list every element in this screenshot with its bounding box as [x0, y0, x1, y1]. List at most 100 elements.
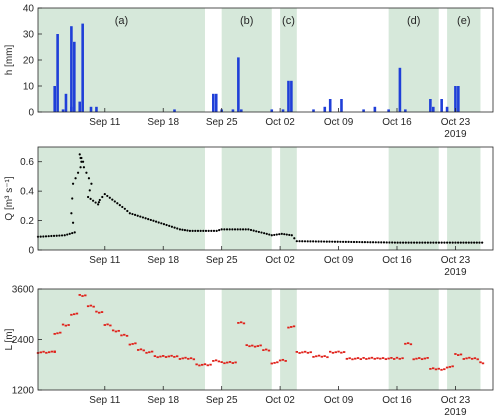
length-point: [259, 344, 262, 347]
discharge-point: [94, 201, 97, 204]
discharge-point: [355, 240, 358, 244]
discharge-point: [328, 240, 331, 243]
discharge-point: [50, 234, 53, 238]
length-point: [203, 363, 207, 366]
discharge-point: [247, 228, 250, 231]
length-point: [39, 351, 42, 354]
length-point: [404, 342, 407, 345]
rain-bar: [457, 86, 460, 112]
discharge-point: [293, 237, 296, 240]
shaded-period: [388, 289, 439, 390]
length-point: [479, 361, 482, 364]
length-point: [75, 312, 79, 315]
rain-bar: [270, 109, 274, 112]
length-point: [156, 356, 159, 359]
discharge-point: [363, 241, 367, 244]
discharge-point: [42, 235, 45, 238]
length-point: [162, 355, 165, 357]
discharge-point: [133, 213, 137, 216]
length-point: [195, 363, 198, 366]
length-point: [365, 358, 368, 360]
length-point: [384, 358, 388, 361]
discharge-point: [249, 228, 253, 232]
period-label: (c): [282, 15, 295, 27]
length-point: [362, 357, 365, 359]
y-axis-label: h [mm]: [4, 45, 15, 76]
discharge-point: [401, 241, 405, 244]
discharge-point: [382, 241, 386, 244]
rain-bar: [56, 34, 59, 112]
length-point: [184, 356, 187, 359]
discharge-point: [374, 241, 377, 244]
period-label: (e): [457, 15, 470, 27]
discharge-point: [465, 241, 468, 244]
discharge-point: [139, 215, 142, 218]
rain-bar: [440, 99, 443, 112]
length-point: [448, 366, 452, 368]
discharge-point: [366, 241, 369, 244]
discharge-point: [70, 212, 73, 215]
discharge-point: [391, 241, 394, 244]
length-point: [173, 355, 176, 358]
length-point: [370, 356, 374, 359]
length-point: [320, 355, 324, 358]
length-point: [164, 356, 168, 358]
x-tick-label: Oct 09: [324, 255, 354, 266]
x-tick-label: Sep 18: [147, 255, 179, 266]
discharge-point: [68, 232, 71, 235]
discharge-point: [87, 177, 91, 180]
length-point: [326, 356, 329, 359]
discharge-point: [126, 209, 129, 213]
length-point: [100, 311, 104, 313]
discharge-point: [39, 235, 42, 238]
rain-bar: [398, 67, 402, 112]
length-point: [231, 362, 235, 364]
discharge-point: [210, 229, 213, 232]
discharge-point: [241, 228, 245, 231]
discharge-point: [454, 241, 457, 244]
discharge-point: [298, 240, 301, 243]
discharge-point: [113, 200, 116, 203]
x-tick-label: Oct 16: [382, 395, 412, 406]
discharge-point: [268, 233, 271, 236]
discharge-point: [196, 229, 200, 232]
discharge-point: [283, 233, 286, 236]
discharge-point: [317, 240, 320, 243]
discharge-point: [147, 218, 150, 221]
discharge-point: [399, 241, 402, 244]
discharge-point: [462, 241, 465, 244]
discharge-point: [71, 231, 74, 235]
length-point: [123, 333, 126, 336]
discharge-point: [333, 240, 337, 243]
discharge-point: [331, 240, 334, 243]
rain-bar: [231, 109, 235, 112]
rain-bar: [362, 109, 365, 112]
discharge-point: [448, 241, 452, 244]
discharge-point: [73, 231, 76, 234]
length-point: [120, 334, 123, 337]
length-point: [192, 358, 196, 361]
length-point: [317, 354, 321, 357]
discharge-point: [278, 233, 281, 236]
discharge-point: [426, 241, 429, 244]
y-tick-label: 2400: [12, 335, 35, 346]
length-point: [423, 357, 427, 360]
length-point: [459, 353, 463, 356]
discharge-point: [435, 241, 438, 244]
length-point: [367, 357, 371, 360]
x-tick-label: Oct 16: [382, 255, 412, 266]
axes-frame: [37, 146, 494, 251]
discharge-point: [111, 198, 114, 201]
discharge-point: [342, 240, 345, 243]
discharge-point: [231, 228, 234, 231]
discharge-point: [81, 160, 85, 163]
shaded-period: [280, 289, 297, 390]
length-point: [331, 351, 335, 354]
discharge-point: [344, 240, 347, 243]
y-tick-label: 0.6: [20, 157, 34, 168]
rain-bar: [81, 23, 84, 113]
discharge-point: [475, 241, 478, 244]
discharge-point: [407, 241, 410, 244]
discharge-point: [47, 235, 50, 238]
length-point: [373, 357, 376, 360]
